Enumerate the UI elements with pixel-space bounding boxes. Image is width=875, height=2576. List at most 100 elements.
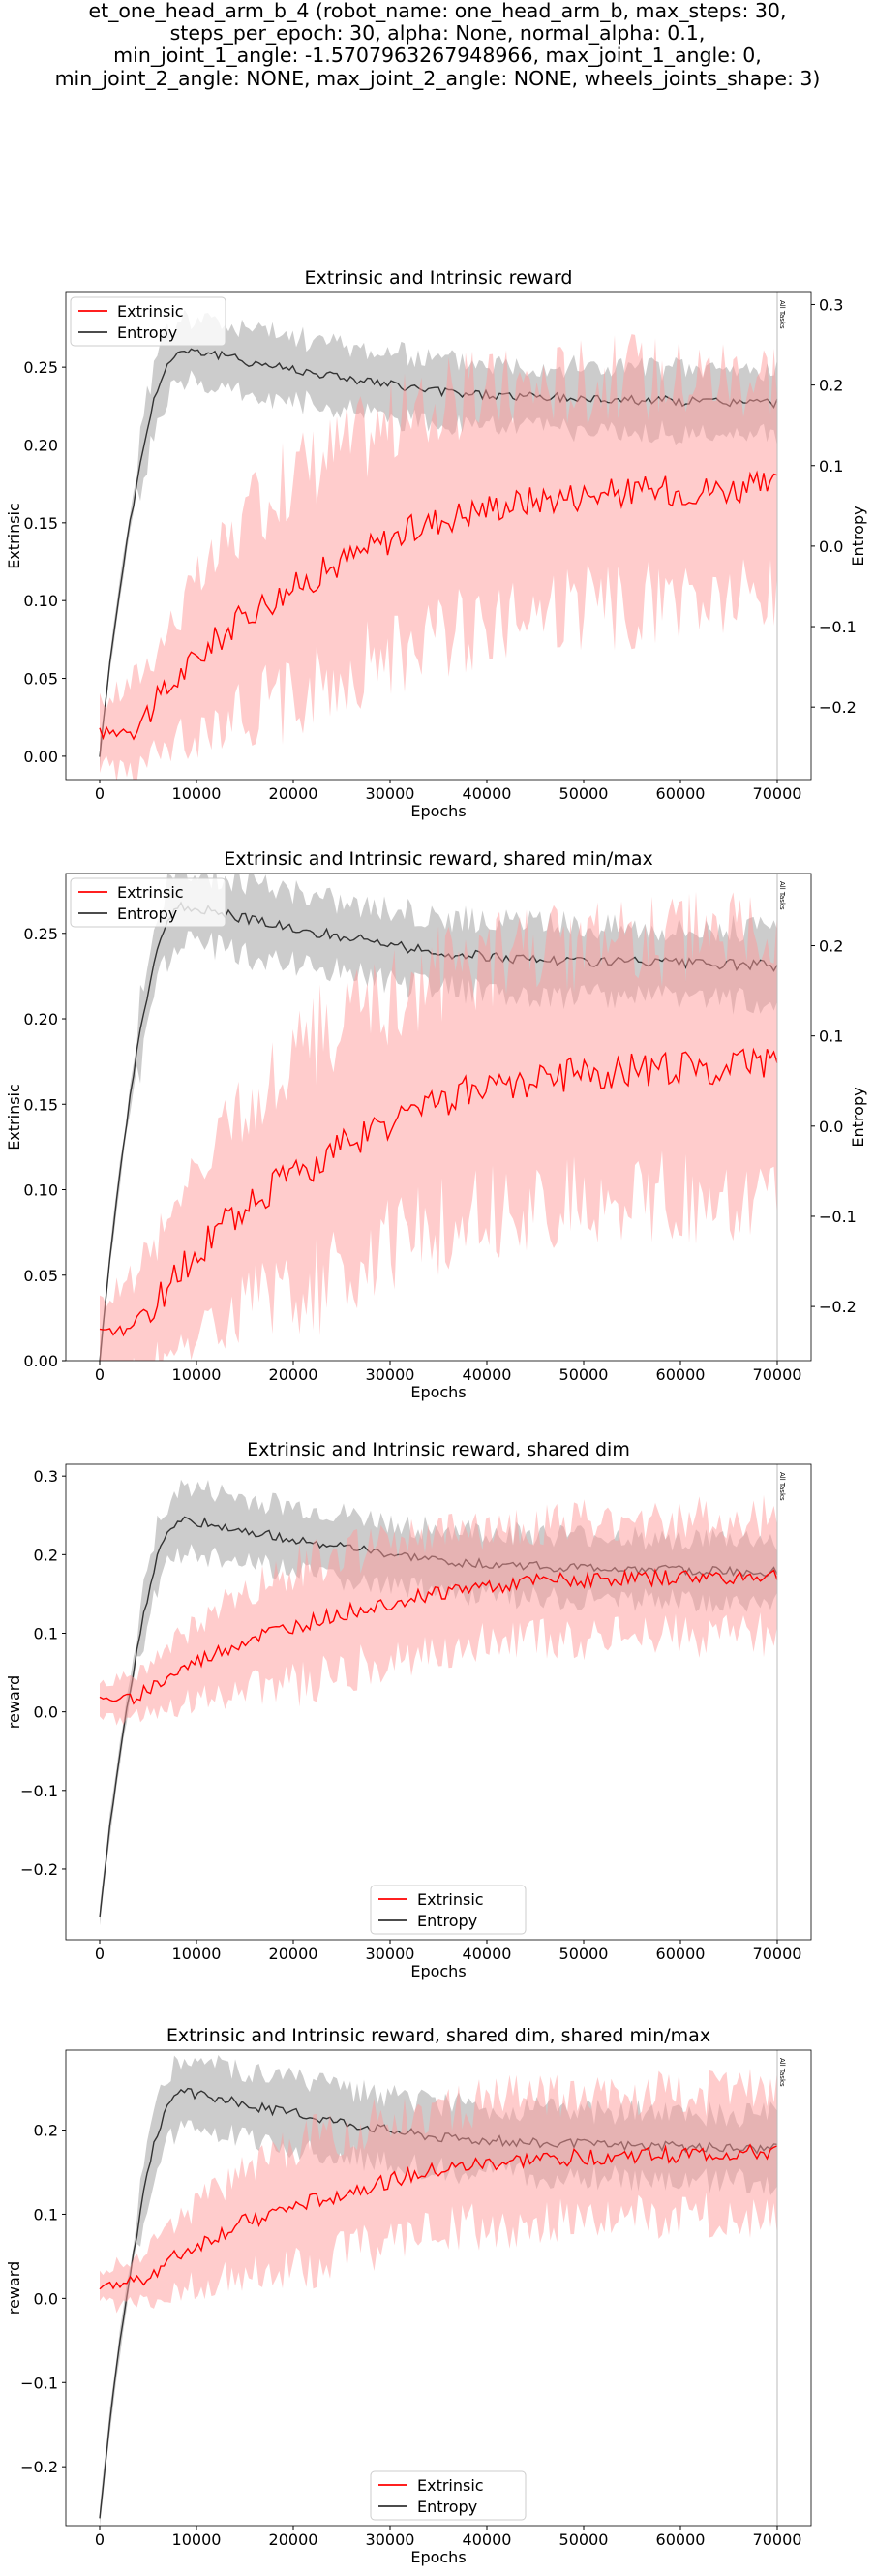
plot-frame [65, 2049, 812, 2527]
x-tick-label: 70000 [753, 2530, 802, 2549]
chart-panel-3: Extrinsic and Intrinsic reward, shared d… [5, 1439, 812, 1980]
y-tick-label: 0.05 [23, 1267, 58, 1285]
y2-tick-label: 0.1 [819, 1027, 843, 1046]
y2-tick-label: −0.1 [819, 618, 857, 636]
x-tick-label: 0 [95, 784, 105, 803]
x-axis-label: Epochs [410, 2548, 466, 2566]
x-tick-label: 70000 [753, 1945, 802, 1963]
y-tick-label: 0.25 [23, 358, 58, 377]
chart-title: Extrinsic and Intrinsic reward, shared m… [224, 848, 652, 870]
y-tick-label: 0.20 [23, 1010, 58, 1028]
plot-area [99, 2054, 778, 2526]
plot-area [99, 309, 778, 780]
y-axis-label: reward [5, 1675, 23, 1729]
x-tick-label: 50000 [559, 2530, 609, 2549]
vline-label: All Tasks [778, 2058, 786, 2087]
x-tick-label: 50000 [559, 1945, 609, 1963]
plot-frame [65, 873, 812, 1362]
legend-box [370, 1885, 527, 1935]
x-tick-label: 60000 [656, 1365, 706, 1384]
x-tick-label: 20000 [269, 2530, 318, 2549]
legend: Extrinsic Entropy [70, 877, 226, 928]
y2-tick-label: 0.2 [819, 937, 843, 956]
x-tick-label: 30000 [366, 2530, 415, 2549]
y-tick-label: 0.00 [23, 1352, 58, 1370]
extrinsic-line [99, 1047, 778, 1337]
x-axis-label: Epochs [410, 1962, 466, 1980]
x-tick-label: 0 [95, 1365, 105, 1384]
chart-panel-4: Extrinsic and Intrinsic reward, shared d… [5, 2025, 812, 2566]
y-tick-label: −0.2 [20, 1860, 58, 1879]
y2-tick-label: −0.1 [819, 1208, 857, 1226]
x-tick-label: 40000 [463, 1365, 512, 1384]
y-tick-label: 0.15 [23, 514, 58, 533]
x-tick-label: 20000 [269, 784, 318, 803]
plot-frame [65, 1463, 812, 1941]
y-tick-label: 0.20 [23, 436, 58, 454]
legend-box [70, 877, 226, 928]
extrinsic-band [100, 1494, 777, 1726]
y2-axis-label: Entropy [849, 506, 867, 566]
x-tick-label: 40000 [463, 784, 512, 803]
chart-panel-1: Extrinsic and Intrinsic reward All Tasks 0… [5, 267, 867, 820]
x-tick-label: 40000 [463, 1945, 512, 1963]
y2-tick-label: 0.3 [819, 295, 843, 314]
y2-tick-label: −0.2 [819, 698, 857, 717]
x-tick-label: 70000 [753, 784, 802, 803]
y-tick-label: 0.2 [34, 2122, 58, 2140]
vline-label: All Tasks [778, 300, 786, 329]
y-tick-label: 0.3 [34, 1467, 58, 1486]
legend: Extrinsic Entropy [370, 1885, 527, 1935]
vline-label: All Tasks [778, 881, 786, 910]
chart-panel-2: Extrinsic and Intrinsic reward, shared m… [5, 848, 867, 1401]
y-tick-label: 0.00 [23, 748, 58, 766]
legend-label: Extrinsic [417, 1890, 484, 1909]
x-tick-label: 30000 [366, 1365, 415, 1384]
x-tick-label: 20000 [269, 1365, 318, 1384]
x-tick-label: 50000 [559, 1365, 609, 1384]
legend-label: Entropy [117, 905, 177, 923]
legend-label: Entropy [117, 323, 177, 342]
y2-tick-label: 0.2 [819, 377, 843, 395]
y-tick-label: −0.2 [20, 2458, 58, 2476]
x-tick-label: 60000 [656, 2530, 706, 2549]
x-tick-label: 10000 [172, 2530, 222, 2549]
y-tick-label: 0.15 [23, 1095, 58, 1114]
legend-label: Extrinsic [417, 2476, 484, 2495]
legend-label: Extrinsic [117, 883, 184, 902]
x-tick-label: 40000 [463, 2530, 512, 2549]
chart-title: Extrinsic and Intrinsic reward [305, 267, 573, 289]
y-tick-label: −0.1 [20, 2374, 58, 2392]
legend-box [70, 296, 226, 347]
legend-label: Extrinsic [117, 302, 184, 321]
extrinsic-line [99, 470, 778, 741]
chart-title: Extrinsic and Intrinsic reward, shared d… [166, 2025, 710, 2046]
y-tick-label: −0.1 [20, 1782, 58, 1800]
y-tick-label: 0.1 [34, 2205, 58, 2223]
figure-suptitle: et_one_head_arm_b_4 (robot_name: one_hea… [0, 0, 875, 90]
x-tick-label: 10000 [172, 1365, 222, 1384]
x-tick-label: 30000 [366, 1945, 415, 1963]
x-tick-label: 10000 [172, 784, 222, 803]
x-tick-label: 60000 [656, 1945, 706, 1963]
suptitle-line: min_joint_2_angle: NONE, max_joint_2_ang… [54, 66, 821, 90]
plot-area [99, 874, 778, 1361]
y-tick-label: 0.25 [23, 925, 58, 943]
vline-label: All Tasks [778, 1472, 786, 1501]
y2-tick-label: 0.0 [819, 537, 843, 556]
extrinsic-band [100, 891, 777, 1361]
x-tick-label: 10000 [172, 1945, 222, 1963]
suptitle-line: et_one_head_arm_b_4 (robot_name: one_hea… [88, 0, 787, 22]
y2-tick-label: 0.1 [819, 457, 843, 475]
plot-frame [65, 291, 812, 781]
x-tick-label: 20000 [269, 1945, 318, 1963]
extrinsic-line [99, 2143, 778, 2290]
extrinsic-line [99, 1568, 778, 1705]
x-tick-label: 0 [95, 2530, 105, 2549]
legend-box [370, 2470, 527, 2521]
x-tick-label: 60000 [656, 784, 706, 803]
y2-axis-label: Entropy [849, 1087, 867, 1147]
legend: Extrinsic Entropy [370, 2470, 527, 2521]
extrinsic-band [100, 334, 777, 780]
y-axis-label: reward [5, 2261, 23, 2315]
